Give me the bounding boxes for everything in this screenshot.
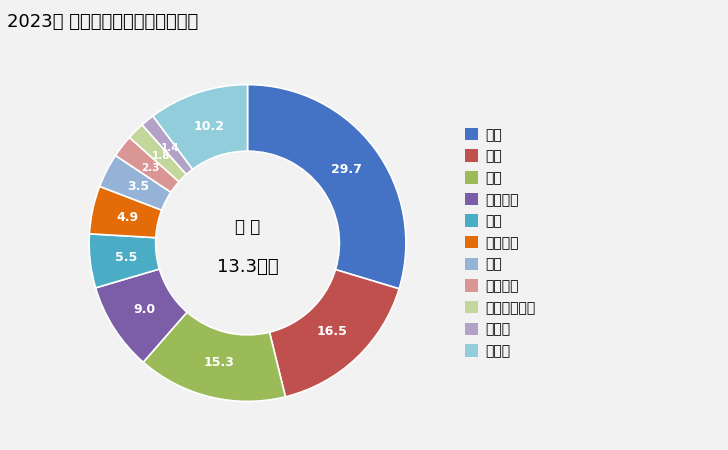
Text: 2023年 輸出相手国のシェア（％）: 2023年 輸出相手国のシェア（％） — [7, 14, 199, 32]
Text: 2.3: 2.3 — [141, 163, 159, 173]
Wedge shape — [100, 156, 171, 210]
Wedge shape — [89, 234, 159, 288]
Wedge shape — [248, 85, 406, 289]
Text: 15.3: 15.3 — [203, 356, 234, 369]
Text: 5.5: 5.5 — [114, 251, 137, 264]
Wedge shape — [90, 186, 162, 238]
Text: 3.5: 3.5 — [127, 180, 149, 194]
Text: 4.9: 4.9 — [116, 211, 139, 224]
Text: 1.4: 1.4 — [161, 143, 179, 153]
Wedge shape — [116, 137, 179, 192]
Text: 総 額: 総 額 — [235, 218, 260, 236]
Wedge shape — [269, 270, 399, 397]
Text: 9.0: 9.0 — [133, 303, 155, 315]
Wedge shape — [130, 125, 186, 182]
Wedge shape — [95, 269, 187, 362]
Wedge shape — [143, 312, 285, 401]
Text: 29.7: 29.7 — [331, 163, 361, 176]
Text: 1.8: 1.8 — [151, 151, 170, 161]
Wedge shape — [142, 116, 193, 175]
Text: 13.3億円: 13.3億円 — [217, 258, 278, 276]
Legend: 米国, 台湾, 中国, ベトナム, タイ, フランス, 韓国, オランダ, シンガポール, ドイツ, その他: 米国, 台湾, 中国, ベトナム, タイ, フランス, 韓国, オランダ, シン… — [460, 124, 539, 362]
Text: 10.2: 10.2 — [194, 120, 224, 133]
Wedge shape — [153, 85, 248, 169]
Text: 16.5: 16.5 — [317, 325, 347, 338]
